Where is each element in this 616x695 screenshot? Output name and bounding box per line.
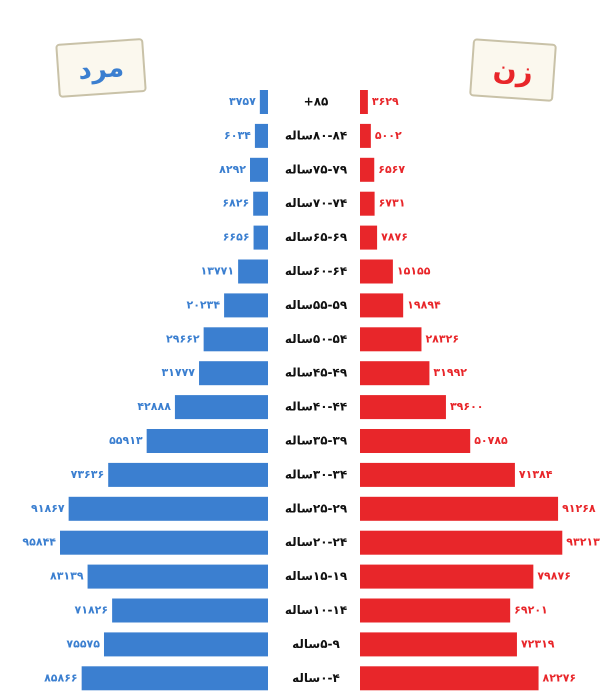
chart: مرد زن ۸۵+ ۳۷۵۷ ۳۶۲۹ ۸۰-۸۴ساله ۶۰۳۴ ۵۰۰۲ ۷۵-۷۹… [0,0,616,695]
bar [360,327,421,351]
bar [175,395,268,419]
value-label: ۶۶۵۶ [223,231,250,244]
value-label: ۳۹۶۰۰ [450,400,484,413]
bar [360,260,393,284]
value-label: ۵۰۰۲ [375,129,402,142]
value-label: ۳۷۵۷ [229,95,256,108]
value-label: ۱۵۱۵۵ [397,265,431,278]
value-label: ۵۵۹۱۳ [109,434,143,447]
bar [108,463,268,487]
bar [82,666,268,690]
value-label: ۶۰۳۴ [224,129,251,142]
age-label: ۳۰-۳۴ساله [285,467,347,481]
women-card: زن [470,39,556,101]
value-label: ۸۳۱۳۹ [50,570,84,583]
age-label: ۷۵-۷۹ساله [285,162,348,176]
value-label: ۶۸۲۶ [222,197,249,210]
bar [204,327,268,351]
bar [60,531,268,555]
age-label: ۸۰-۸۴ساله [285,128,347,142]
age-label: ۰-۴ساله [292,671,340,685]
bar [360,463,515,487]
value-label: ۳۶۲۹ [372,95,399,108]
bar [147,429,268,453]
age-label: ۴۰-۴۴ساله [285,400,347,414]
age-label: ۱۵-۱۹ساله [285,569,348,583]
bar [260,90,268,114]
bar [253,192,268,216]
bar [360,599,510,623]
age-label: ۸۵+ [304,95,329,109]
legend-men: مرد [77,53,125,86]
bar [88,565,268,589]
value-label: ۸۲۲۷۶ [543,671,577,684]
bar [69,497,268,521]
age-label: ۳۵-۳۹ساله [285,434,348,448]
age-label: ۲۰-۲۴ساله [285,535,347,549]
age-label: ۵-۹ساله [292,637,340,651]
value-label: ۲۹۶۶۲ [166,332,200,345]
value-label: ۶۷۳۱ [379,197,406,210]
value-label: ۷۳۶۳۶ [71,468,105,481]
value-label: ۳۱۹۹۲ [433,366,467,379]
bar [360,293,403,317]
value-label: ۵۰۷۸۵ [474,434,508,447]
bar [360,124,371,148]
value-label: ۷۹۸۷۶ [537,570,571,583]
value-label: ۷۸۷۶ [381,231,408,244]
bar [199,361,268,385]
bar [112,599,268,623]
value-label: ۶۹۲۰۱ [514,604,548,617]
value-label: ۱۳۷۷۱ [201,265,235,278]
bar [360,395,446,419]
bar [238,260,268,284]
bar [255,124,268,148]
age-label: ۵۵-۵۹ساله [285,298,348,312]
bar [360,158,374,182]
bar [360,361,429,385]
value-label: ۷۱۸۲۶ [75,604,109,617]
value-label: ۱۹۸۹۴ [407,298,441,311]
bar [104,632,268,656]
age-label: ۵۰-۵۴ساله [285,332,347,346]
value-label: ۷۱۳۸۴ [519,468,553,481]
bar [360,226,377,250]
value-label: ۸۲۹۲ [219,163,246,176]
bar [360,565,533,589]
value-label: ۹۱۲۶۸ [562,502,596,515]
value-label: ۷۲۳۱۹ [521,637,555,650]
bar [250,158,268,182]
value-label: ۴۲۸۸۸ [137,400,171,413]
bar [360,531,562,555]
bar [360,429,470,453]
value-label: ۸۵۸۶۶ [44,671,78,684]
age-label: ۲۵-۲۹ساله [285,501,348,515]
value-label: ۷۵۵۷۵ [66,637,100,650]
legend-women: زن [492,53,534,89]
value-label: ۹۱۸۶۷ [31,502,65,515]
value-label: ۲۰۲۳۴ [187,298,221,311]
age-label: ۱۰-۱۴ساله [285,603,347,617]
men-card: مرد [56,39,145,97]
value-label: ۶۵۶۷ [378,163,405,176]
value-label: ۹۳۲۱۳ [566,536,600,549]
value-label: ۹۵۸۴۴ [22,536,56,549]
age-label: ۶۵-۶۹ساله [285,230,348,244]
age-label: ۴۵-۴۹ساله [285,366,348,380]
bar [360,192,375,216]
bar [360,632,517,656]
value-label: ۲۸۳۲۶ [425,332,459,345]
age-label: ۷۰-۷۴ساله [285,196,347,210]
value-label: ۳۱۷۷۷ [161,366,195,379]
bar [254,226,268,250]
bar [360,497,558,521]
bar [360,666,539,690]
bar [360,90,368,114]
age-label: ۶۰-۶۴ساله [285,264,347,278]
bar [224,293,268,317]
